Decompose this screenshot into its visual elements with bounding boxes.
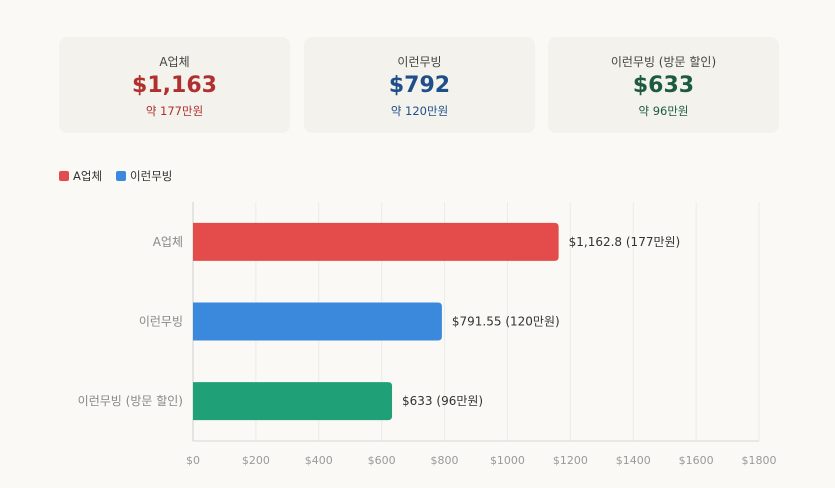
x-tick-label: $1200 (553, 454, 588, 467)
x-tick-label: $1400 (616, 454, 651, 467)
bar (193, 302, 442, 341)
card-sub: 약 177만원 (145, 104, 204, 118)
legend-item-b[interactable]: 이런무빙 (116, 168, 172, 184)
x-tick-label: $1800 (742, 454, 777, 467)
card-sub: 약 96만원 (638, 104, 689, 118)
legend-swatch (116, 171, 127, 181)
legend-swatch (59, 171, 69, 181)
card-value: $1,163 (132, 73, 217, 98)
bar (193, 382, 393, 421)
card-value: $633 (632, 73, 695, 98)
summary-card-a: A업체 $1,163 약 177만원 (59, 37, 290, 133)
x-tick-label: $1000 (490, 454, 525, 467)
legend-label: 이런무빙 (130, 169, 173, 183)
category-label: A업체 (153, 235, 183, 249)
x-tick-label: $0 (186, 454, 200, 467)
bar (193, 222, 559, 261)
card-sub: 약 120만원 (390, 104, 449, 118)
summary-card-c: 이런무빙 (방문 할인) $633 약 96만원 (548, 37, 779, 133)
x-tick-label: $400 (305, 454, 333, 467)
x-tick-label: $800 (431, 454, 459, 467)
legend: A업체 이런무빙 (59, 168, 172, 184)
x-tick-label: $200 (242, 454, 270, 467)
x-tick-label: $600 (368, 454, 396, 467)
card-title: A업체 (159, 55, 190, 69)
category-label: 이런무빙 (방문 할인) (78, 394, 183, 408)
summary-card-b: 이런무빙 $792 약 120만원 (304, 37, 535, 133)
data-label: $633 (96만원) (402, 394, 483, 408)
legend-label: A업체 (73, 169, 103, 183)
card-title: 이런무빙 (397, 55, 442, 69)
x-tick-label: $1600 (679, 454, 714, 467)
legend-item-a[interactable]: A업체 (59, 168, 102, 184)
category-label: 이런무빙 (139, 315, 183, 329)
card-title: 이런무빙 (방문 할인) (610, 55, 717, 69)
data-label: $1,162.8 (177만원) (569, 235, 681, 249)
data-label: $791.55 (120만원) (452, 315, 560, 329)
card-value: $792 (388, 73, 451, 98)
